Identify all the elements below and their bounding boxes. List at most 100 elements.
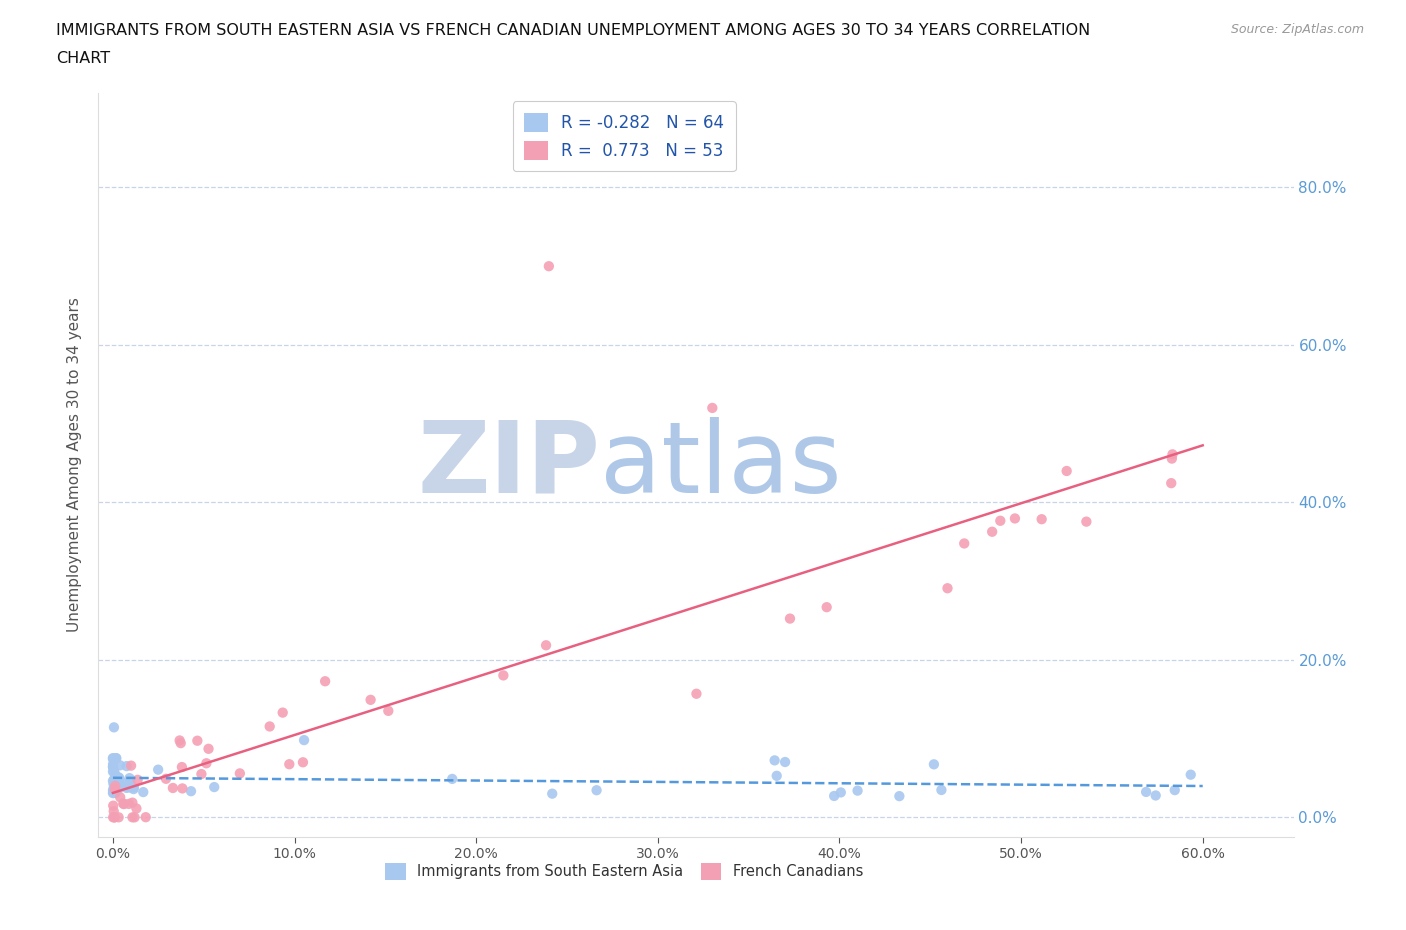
Point	[765, 768, 787, 783]
Y-axis label: Unemployment Among Ages 30 to 34 years: Unemployment Among Ages 30 to 34 years	[67, 298, 83, 632]
Point	[170, 760, 193, 775]
Point	[120, 758, 142, 773]
Point	[889, 789, 911, 804]
Point	[103, 785, 125, 800]
Point	[107, 772, 129, 787]
Point	[104, 773, 127, 788]
Point	[107, 771, 129, 786]
Point	[124, 810, 146, 825]
Point	[823, 789, 845, 804]
Point	[104, 785, 127, 800]
Point	[110, 777, 132, 792]
Point	[103, 798, 125, 813]
Point	[118, 796, 141, 811]
Point	[1180, 767, 1202, 782]
Point	[103, 720, 125, 735]
Text: Source: ZipAtlas.com: Source: ZipAtlas.com	[1230, 23, 1364, 36]
Point	[101, 760, 124, 775]
Point	[103, 810, 125, 825]
Point	[103, 764, 125, 778]
Point	[314, 674, 336, 689]
Point	[1160, 476, 1182, 491]
Point	[104, 773, 127, 788]
Point	[278, 757, 301, 772]
Point	[115, 780, 138, 795]
Point	[953, 536, 976, 551]
Point	[815, 600, 838, 615]
Point	[105, 751, 128, 765]
Point	[121, 810, 143, 825]
Point	[103, 764, 125, 779]
Point	[1135, 785, 1157, 800]
Point	[1164, 783, 1187, 798]
Point	[101, 751, 124, 766]
Legend: Immigrants from South Eastern Asia, French Canadians: Immigrants from South Eastern Asia, Fren…	[380, 857, 869, 885]
Point	[779, 611, 801, 626]
Point	[103, 804, 125, 818]
Point	[271, 705, 294, 720]
Point	[360, 692, 382, 707]
Point	[105, 781, 128, 796]
Point	[132, 785, 155, 800]
Point	[936, 581, 959, 596]
Point	[1144, 788, 1167, 803]
Point	[1031, 512, 1053, 526]
Point	[162, 780, 184, 795]
Point	[1056, 463, 1078, 478]
Point	[101, 764, 124, 779]
Point	[1160, 451, 1182, 466]
Text: IMMIGRANTS FROM SOUTH EASTERN ASIA VS FRENCH CANADIAN UNEMPLOYMENT AMONG AGES 30: IMMIGRANTS FROM SOUTH EASTERN ASIA VS FR…	[56, 23, 1091, 38]
Point	[1161, 447, 1184, 462]
Point	[103, 772, 125, 787]
Point	[112, 796, 135, 811]
Point	[186, 733, 208, 748]
Point	[190, 766, 212, 781]
Point	[202, 779, 225, 794]
Point	[170, 736, 193, 751]
Point	[101, 784, 124, 799]
Point	[108, 790, 131, 804]
Point	[146, 763, 169, 777]
Point	[118, 771, 141, 786]
Text: CHART: CHART	[56, 51, 110, 66]
Point	[103, 780, 125, 795]
Point	[107, 770, 129, 785]
Point	[441, 772, 464, 787]
Point	[101, 810, 124, 825]
Point	[105, 751, 128, 765]
Point	[180, 784, 202, 799]
Point	[291, 755, 314, 770]
Point	[125, 801, 148, 816]
Point	[541, 786, 564, 801]
Point	[101, 786, 124, 801]
Point	[292, 733, 315, 748]
Point	[155, 771, 177, 786]
Point	[122, 780, 145, 795]
Point	[107, 810, 129, 825]
Point	[103, 777, 125, 791]
Point	[121, 795, 143, 810]
Point	[169, 733, 191, 748]
Point	[931, 782, 953, 797]
Point	[1076, 514, 1098, 529]
Point	[101, 751, 124, 765]
Point	[763, 753, 786, 768]
Text: atlas: atlas	[600, 417, 842, 513]
Point	[104, 810, 127, 825]
Point	[981, 525, 1004, 539]
Point	[127, 773, 149, 788]
Point	[104, 785, 127, 800]
Text: ZIP: ZIP	[418, 417, 600, 513]
Point	[988, 513, 1011, 528]
Point	[685, 686, 707, 701]
Point	[120, 780, 142, 795]
Point	[101, 757, 124, 772]
Point	[259, 719, 281, 734]
Point	[104, 782, 127, 797]
Point	[1004, 511, 1026, 525]
Point	[846, 783, 869, 798]
Point	[922, 757, 945, 772]
Point	[537, 259, 560, 273]
Point	[101, 783, 124, 798]
Point	[112, 797, 135, 812]
